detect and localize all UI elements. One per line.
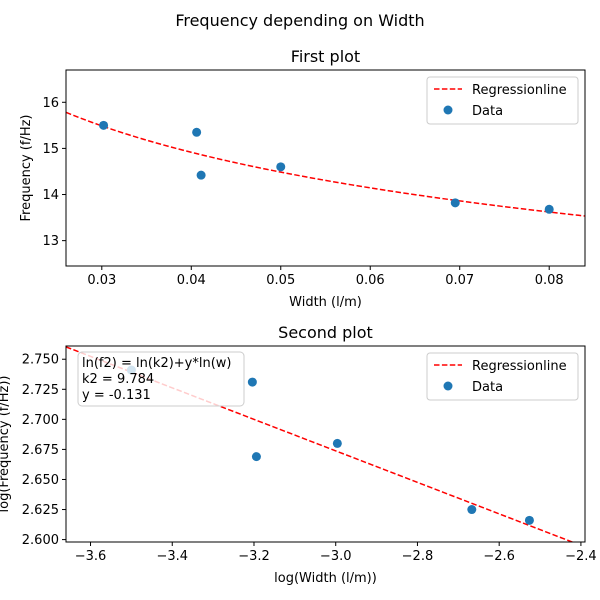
y-tick-label: 13 — [42, 234, 59, 249]
x-tick-label: −3.2 — [238, 549, 270, 564]
data-point — [524, 515, 534, 525]
y-tick-label: 2.625 — [22, 503, 59, 518]
data-point — [450, 198, 460, 208]
legend-data-label: Data — [472, 380, 503, 395]
y-tick-label: 2.675 — [22, 443, 59, 458]
regression-line — [66, 111, 585, 217]
k2-value: k2 = 9.784 — [82, 372, 154, 387]
y-tick-label: 2.700 — [22, 413, 59, 428]
legend-data-swatch — [443, 381, 453, 391]
y-tick-label: 2.750 — [22, 353, 59, 368]
x-tick-label: −2.4 — [565, 549, 597, 564]
data-point — [276, 162, 286, 172]
x-tick-label: 0.08 — [535, 273, 564, 288]
legend-data-swatch — [443, 105, 453, 115]
second-plot-title: Second plot — [278, 323, 373, 342]
x-tick-label: −3.6 — [75, 549, 107, 564]
x-tick-label: 0.03 — [87, 273, 116, 288]
data-point — [544, 204, 554, 214]
y-tick-label: 2.600 — [22, 533, 59, 548]
legend-regression-label: Regressionline — [472, 83, 567, 98]
x-tick-label: 0.07 — [445, 273, 474, 288]
exponent-value: y = -0.131 — [82, 388, 151, 403]
x-tick-label: 0.04 — [177, 273, 206, 288]
data-point — [251, 452, 261, 462]
data-point — [192, 127, 202, 137]
y-tick-label: 2.725 — [22, 383, 59, 398]
y-tick-label: 14 — [42, 188, 59, 203]
first-plot-y-label: Frequency (f/Hz) — [19, 115, 34, 222]
formula-line: ln(f2) = ln(k2)+y*ln(w) — [82, 356, 232, 371]
data-point — [99, 120, 109, 130]
figure-title: Frequency depending on Width — [175, 11, 424, 30]
legend-regression-label: Regressionline — [472, 359, 567, 374]
first-plot: First plot 0.03 0.04 0.05 0.06 0.07 0.08 13 14… — [19, 47, 586, 310]
data-point — [467, 505, 477, 515]
x-tick-label: −3.4 — [156, 549, 188, 564]
regression-line — [66, 346, 575, 542]
x-tick-label: 0.06 — [356, 273, 385, 288]
x-tick-label: −2.8 — [402, 549, 434, 564]
regression-formula-box: ln(f2) = ln(k2)+y*ln(w) k2 = 9.784 y = -… — [77, 351, 245, 407]
data-point — [247, 377, 257, 387]
x-tick-label: 0.05 — [266, 273, 295, 288]
y-tick-label: 16 — [42, 96, 59, 111]
first-plot-x-label: Width (l/m) — [289, 295, 362, 310]
first-plot-title: First plot — [291, 47, 360, 66]
y-tick-label: 15 — [42, 142, 59, 157]
second-plot: Second plot −3.6 −3.4 −3.2 −3.0 −2.8 −2.6 −2.4… — [0, 323, 597, 586]
data-point — [196, 170, 206, 180]
y-tick-label: 2.650 — [22, 473, 59, 488]
first-plot-frame — [65, 69, 586, 267]
data-point — [332, 438, 342, 448]
legend-data-label: Data — [472, 104, 503, 119]
x-tick-label: −2.6 — [483, 549, 515, 564]
second-plot-x-label: log(Width (l/m)) — [274, 571, 377, 586]
second-plot-y-label: log(Frequency (f/Hz)) — [0, 376, 12, 513]
x-tick-label: −3.0 — [320, 549, 352, 564]
second-plot-legend: Regressionline Data — [426, 352, 579, 401]
first-plot-legend: Regressionline Data — [426, 76, 579, 125]
second-plot-frame — [65, 345, 586, 543]
